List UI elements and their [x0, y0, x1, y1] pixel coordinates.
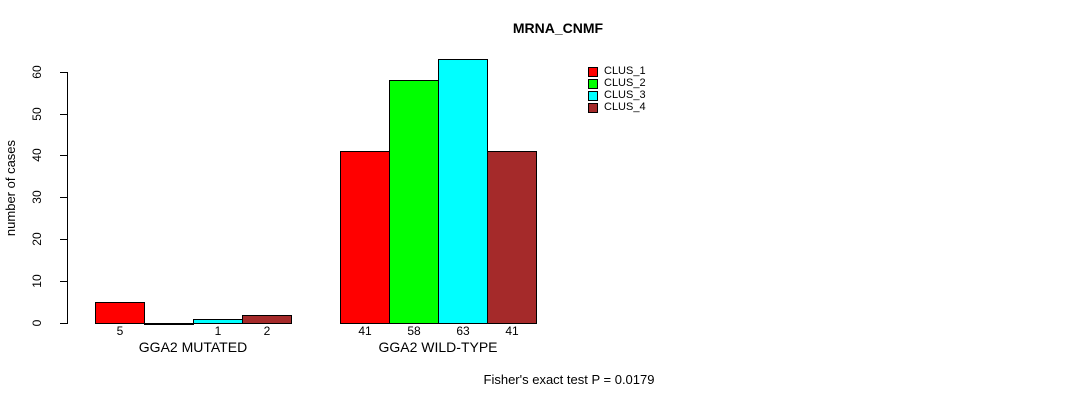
y-axis-label: number of cases	[3, 139, 18, 237]
bar-value-label: 5	[116, 324, 124, 338]
legend-swatch	[588, 91, 598, 101]
y-axis-tick-label: 40	[30, 148, 44, 163]
bar	[340, 151, 390, 324]
bar-value-label: 2	[263, 324, 271, 338]
y-axis-tick-label: 30	[30, 190, 44, 205]
bar-value-label: 41	[505, 324, 519, 338]
y-axis-line	[67, 71, 68, 324]
y-axis-tick	[60, 71, 67, 73]
bar-value-label: 58	[407, 324, 421, 338]
legend-swatch	[588, 103, 598, 113]
bar	[242, 314, 292, 324]
bar	[487, 151, 537, 324]
legend-label: CLUS_3	[604, 89, 646, 101]
bar	[438, 59, 488, 324]
y-axis-tick-label: 50	[30, 106, 44, 121]
bar	[389, 80, 439, 324]
chart-title: MRNA_CNMF	[512, 20, 604, 36]
bar-value-label: 63	[456, 324, 470, 338]
fisher-test-annotation: Fisher's exact test P = 0.0179	[483, 372, 655, 387]
bar	[95, 302, 145, 324]
y-axis-tick	[60, 155, 67, 157]
y-axis-tick	[60, 281, 67, 283]
x-group-label: GGA2 MUTATED	[138, 339, 248, 355]
legend-label: CLUS_1	[604, 65, 646, 77]
y-axis-tick-label: 60	[30, 65, 44, 79]
y-axis-tick	[60, 239, 67, 241]
legend-swatch	[588, 67, 598, 77]
bar	[144, 323, 194, 325]
y-axis-tick-label: 20	[30, 232, 44, 246]
x-group-label: GGA2 WILD-TYPE	[378, 339, 498, 355]
y-axis-tick	[60, 323, 67, 324]
y-axis-tick	[60, 113, 67, 115]
y-axis-tick	[60, 197, 67, 199]
bar-value-label: 1	[214, 324, 222, 338]
legend-label: CLUS_4	[604, 101, 646, 113]
bar-value-label: 41	[358, 324, 372, 338]
y-axis-tick-label: 0	[30, 319, 44, 327]
legend-label: CLUS_2	[604, 77, 646, 89]
y-axis-tick-label: 10	[30, 274, 44, 288]
legend-swatch	[588, 79, 598, 89]
